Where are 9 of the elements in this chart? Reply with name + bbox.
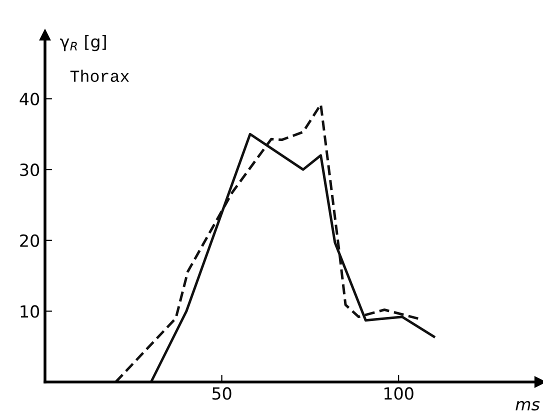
annotation: Thorax (70, 70, 129, 82)
x-axis-title: ms (516, 400, 540, 411)
x-tick-label: 100 (384, 387, 414, 400)
y-tick-label: 30 (20, 164, 40, 176)
y-tick-label: 40 (20, 92, 40, 106)
y-tick-label: 20 (20, 234, 40, 247)
y-tick-label: 10 (20, 305, 40, 318)
y-axis-title: γ$_{R}$ [g] (60, 35, 106, 52)
x-tick-label: 50 (212, 387, 232, 400)
